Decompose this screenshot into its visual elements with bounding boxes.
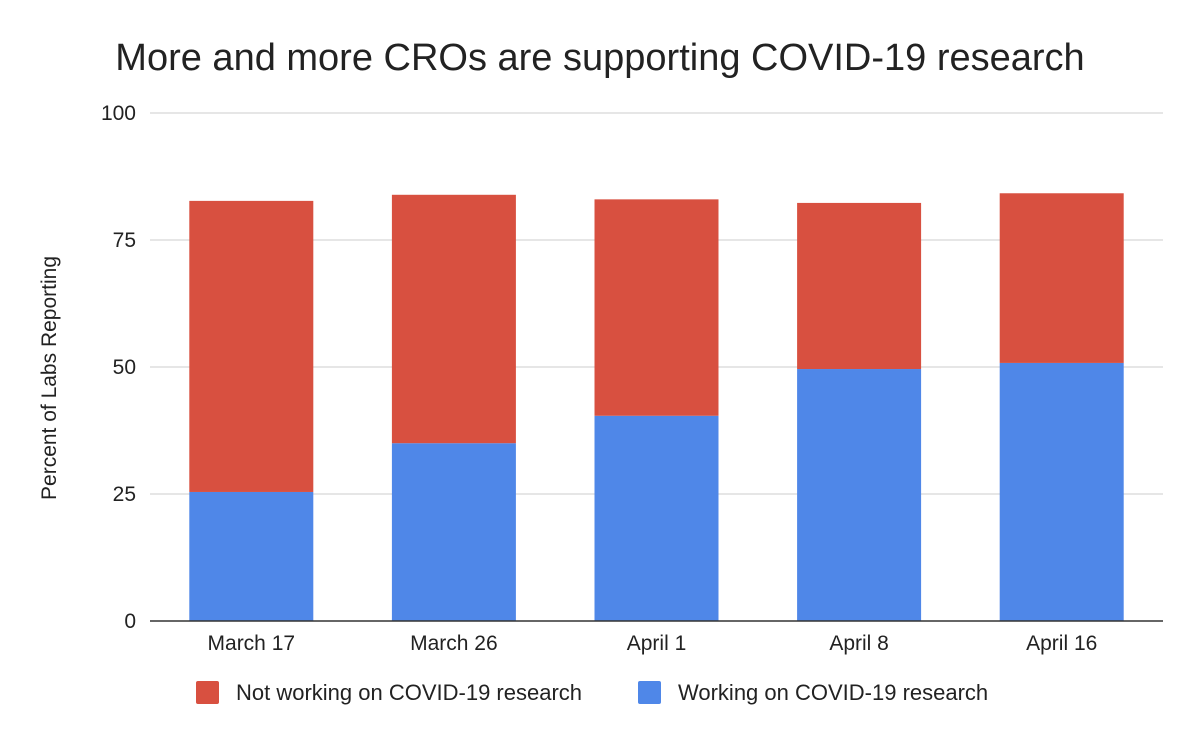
bar-not-working [594,199,719,416]
x-tick-label: April 8 [829,632,889,655]
bar-working [999,362,1124,621]
bar-working [797,369,922,621]
bar-not-working [189,200,314,492]
x-tick-label: April 1 [627,632,687,655]
legend-label: Working on COVID-19 research [678,680,988,705]
y-tick-label: 0 [124,610,136,633]
bar-working [594,415,719,621]
legend-swatch [638,681,661,704]
x-axis-ticks: March 17 March 26 April 1 April 8 April 16 [208,632,1098,655]
legend: Not working on COVID-19 research Working … [196,680,988,705]
y-tick-label: 25 [113,483,136,506]
x-tick-label: March 17 [208,632,296,655]
chart-title: More and more CROs are supporting COVID-… [115,37,1084,79]
y-tick-label: 100 [101,102,136,125]
y-axis-ticks: 0 25 50 75 100 [101,102,136,633]
y-tick-label: 50 [113,356,136,379]
bar-not-working [797,202,922,370]
bar-not-working [391,194,516,444]
bar-working [189,491,314,621]
y-tick-label: 75 [113,229,136,252]
bar-not-working [999,193,1124,363]
x-tick-label: March 26 [410,632,498,655]
bars [189,193,1124,621]
legend-swatch [196,681,219,704]
x-tick-label: April 16 [1026,632,1097,655]
y-axis-title: Percent of Labs Reporting [38,256,61,500]
legend-label: Not working on COVID-19 research [236,680,582,705]
bar-working [391,443,516,621]
